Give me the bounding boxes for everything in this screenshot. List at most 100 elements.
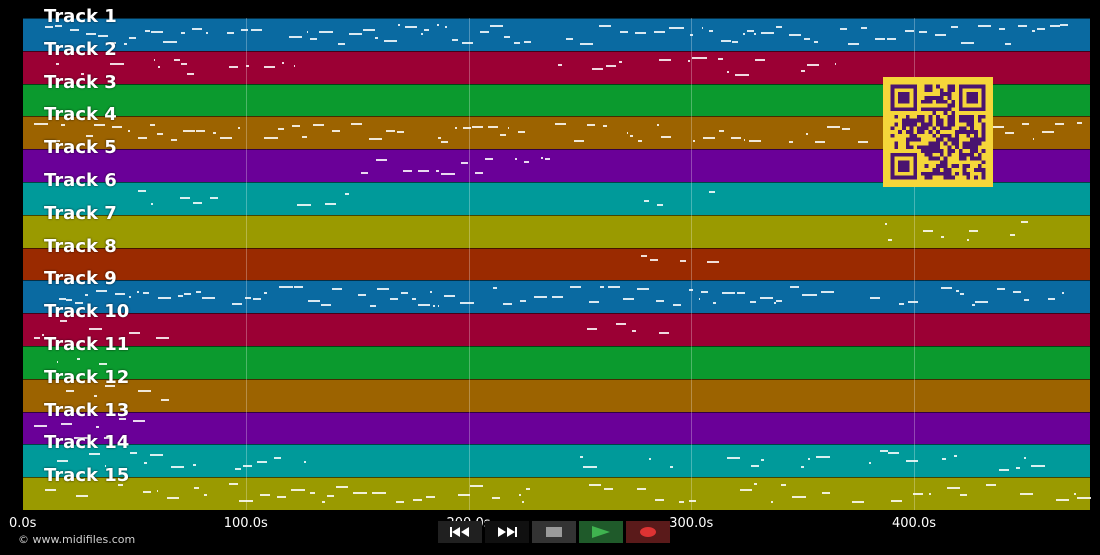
note	[264, 137, 278, 140]
note	[700, 291, 709, 294]
rewind-icon	[450, 527, 469, 537]
note	[507, 127, 510, 130]
note	[324, 203, 336, 205]
note	[212, 132, 217, 135]
stop-icon	[546, 527, 562, 537]
note	[1060, 24, 1068, 26]
note	[418, 304, 430, 307]
note	[205, 32, 209, 34]
note	[749, 301, 756, 304]
note	[619, 31, 629, 33]
note	[747, 30, 754, 32]
track-lane	[23, 313, 1090, 347]
note	[891, 500, 902, 503]
track-label: Track 2	[44, 38, 117, 60]
note	[385, 130, 396, 133]
note	[788, 141, 794, 144]
note	[869, 297, 881, 300]
play-icon	[592, 526, 610, 538]
note	[504, 36, 510, 38]
note	[951, 26, 958, 28]
note	[55, 25, 63, 27]
note	[49, 469, 51, 472]
copyright-text: © www.midifiles.com	[18, 533, 136, 546]
note	[583, 466, 598, 469]
note	[136, 291, 140, 294]
note	[471, 126, 484, 129]
note	[502, 303, 512, 306]
note	[281, 61, 284, 64]
note	[75, 302, 84, 305]
note	[308, 300, 321, 303]
note	[654, 31, 665, 33]
rewind-button[interactable]	[438, 521, 482, 543]
note	[180, 32, 186, 34]
stop-button[interactable]	[532, 521, 576, 543]
fast-forward-button[interactable]	[485, 521, 529, 543]
note	[291, 489, 306, 492]
note	[884, 222, 887, 225]
track-label: Track 7	[44, 202, 117, 224]
note	[166, 497, 179, 500]
note	[143, 462, 148, 465]
note	[349, 33, 362, 35]
time-tick-label: 300.0s	[669, 516, 714, 531]
note	[655, 300, 665, 303]
note	[967, 238, 969, 241]
note	[396, 501, 405, 504]
note	[732, 41, 738, 43]
note	[669, 466, 673, 469]
note	[371, 492, 386, 495]
note	[278, 286, 293, 289]
note	[821, 492, 830, 495]
note	[45, 26, 53, 28]
note	[693, 140, 696, 143]
note	[274, 457, 282, 460]
note	[156, 337, 169, 340]
note	[803, 38, 810, 40]
note	[306, 31, 309, 33]
note	[41, 334, 45, 337]
time-tick-label: 0.0s	[9, 516, 37, 531]
note	[773, 302, 777, 305]
note	[1030, 465, 1045, 468]
note	[376, 288, 389, 291]
gridline	[914, 18, 916, 510]
note	[907, 301, 919, 304]
note	[370, 305, 377, 308]
note	[760, 297, 773, 300]
track-label: Track 14	[44, 432, 130, 454]
note	[807, 63, 820, 66]
note	[534, 296, 547, 299]
play-button[interactable]	[579, 521, 623, 543]
note	[252, 298, 262, 301]
note	[841, 128, 850, 131]
note	[184, 293, 192, 296]
note	[76, 358, 80, 360]
note	[421, 33, 424, 35]
note	[59, 298, 66, 301]
note	[986, 484, 996, 487]
note	[239, 500, 253, 503]
note	[309, 492, 315, 495]
time-tick-label: 400.0s	[892, 516, 937, 531]
note	[246, 64, 249, 67]
track-lane	[23, 444, 1090, 478]
note	[441, 173, 455, 176]
record-button[interactable]	[626, 521, 670, 543]
note	[1047, 298, 1055, 301]
note	[790, 286, 799, 289]
note	[462, 127, 472, 130]
note	[992, 126, 1004, 129]
note	[540, 157, 544, 160]
note	[751, 465, 760, 468]
note	[579, 43, 594, 45]
note	[1062, 292, 1065, 295]
note	[524, 41, 532, 43]
note	[739, 489, 753, 492]
note	[922, 229, 934, 232]
note	[138, 190, 147, 192]
note	[545, 158, 551, 161]
note	[998, 28, 1005, 30]
note	[338, 43, 345, 45]
